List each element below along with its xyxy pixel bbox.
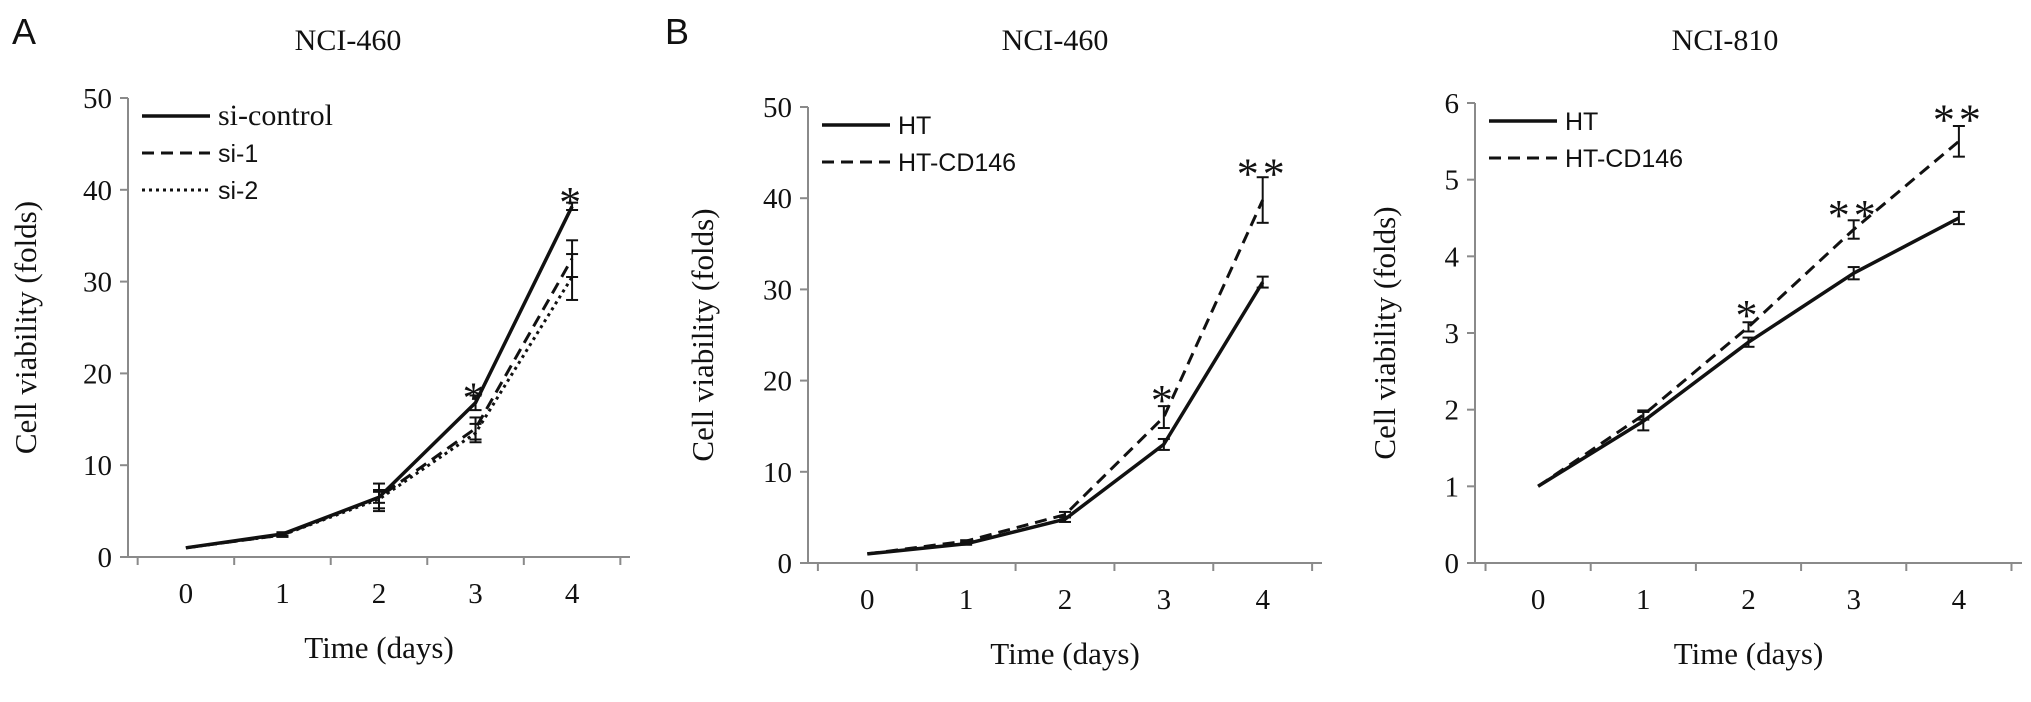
series-2	[185, 239, 579, 550]
legend-label: si-control	[218, 99, 333, 132]
x-tick-label: 3	[1846, 584, 1861, 616]
x-tick-label: 0	[179, 578, 194, 610]
y-tick-label: 30	[763, 274, 792, 306]
x-tick-label: 0	[860, 584, 875, 616]
series-3	[185, 253, 579, 550]
x-tick-label: 0	[1531, 584, 1546, 616]
significance-marker: **	[1828, 191, 1880, 240]
significance-marker: *	[559, 178, 585, 227]
x-tick-label: 4	[565, 578, 580, 610]
chart-panel-1: NCI-460 0 10 20 30 40 50 0 1 2 3 4 Time (days) Cell v…	[8, 24, 630, 665]
y-tick-label: 20	[763, 366, 792, 398]
chart-panel-3: NCI-810 0 1 2 3 4 5 6 0 1 2 3 4 Time (days) Cell viabi…	[1367, 24, 2022, 671]
significance-marker: *	[1736, 291, 1762, 340]
x-tick-label: 1	[275, 578, 290, 610]
y-tick-label: 0	[778, 548, 793, 580]
x-axis-label: Time (days)	[990, 636, 1140, 671]
chart-title: NCI-460	[1002, 24, 1109, 57]
y-tick-label: 4	[1445, 241, 1460, 273]
legend-label: HT	[898, 112, 931, 140]
legend-label: HT	[1565, 108, 1598, 136]
x-tick-label: 1	[959, 584, 974, 616]
x-tick-label: 2	[372, 578, 387, 610]
y-tick-label: 50	[763, 92, 792, 124]
legend: HT HT-CD146	[1489, 108, 1683, 173]
y-tick-label: 40	[763, 183, 792, 215]
legend-label: si-2	[218, 177, 258, 205]
chart-panel-2: NCI-460 0 10 20 30 40 50 0 1 2 3 4 Time (days) Cell v…	[685, 24, 1322, 671]
x-tick-label: 4	[1255, 584, 1270, 616]
y-tick-label: 3	[1445, 318, 1460, 350]
legend: HT HT-CD146	[822, 112, 1016, 177]
y-axis-label: Cell viability (folds)	[685, 208, 720, 461]
x-tick-label: 2	[1741, 584, 1756, 616]
chart-title: NCI-460	[295, 24, 402, 57]
series-line-si-2	[185, 276, 574, 550]
series-line-ht-cd146	[1537, 140, 1960, 488]
significance-marker: *	[1151, 376, 1177, 425]
series-2	[1537, 125, 1965, 488]
x-tick-label: 1	[1636, 584, 1651, 616]
x-tick-label: 3	[468, 578, 483, 610]
legend-label: HT-CD146	[1565, 145, 1683, 173]
x-axis-label: Time (days)	[1674, 636, 1824, 671]
significance-marker: *	[463, 373, 489, 422]
series-line-ht-cd146	[867, 199, 1265, 556]
y-axis-label: Cell viability (folds)	[8, 201, 43, 454]
series-2	[867, 176, 1269, 556]
y-tick-label: 5	[1445, 165, 1460, 197]
significance-marker: **	[1237, 150, 1289, 199]
y-tick-label: 30	[83, 267, 112, 299]
y-tick-label: 40	[83, 175, 112, 207]
legend: si-control si-1 si-2	[142, 99, 333, 205]
series-1	[1537, 210, 1965, 488]
series-line-ht	[867, 281, 1265, 556]
y-tick-label: 1	[1445, 471, 1460, 503]
x-axis-label: Time (days)	[304, 630, 454, 665]
y-tick-label: 0	[1445, 548, 1460, 580]
panel-letter-a: A	[12, 11, 36, 52]
y-tick-label: 10	[83, 450, 112, 482]
significance-marker: **	[1933, 95, 1985, 144]
y-tick-label: 20	[83, 358, 112, 390]
x-tick-label: 3	[1157, 584, 1172, 616]
y-tick-label: 0	[98, 542, 113, 574]
x-tick-label: 4	[1952, 584, 1967, 616]
y-tick-label: 50	[83, 83, 112, 115]
chart-title: NCI-810	[1672, 24, 1779, 57]
panel-letter-b: B	[665, 11, 689, 52]
legend-label: HT-CD146	[898, 149, 1016, 177]
legend-label: si-1	[218, 140, 258, 168]
y-tick-label: 2	[1445, 395, 1460, 427]
series-line-ht	[1537, 216, 1960, 488]
y-tick-label: 6	[1445, 88, 1460, 120]
y-tick-label: 10	[763, 457, 792, 489]
x-tick-label: 2	[1058, 584, 1073, 616]
y-axis-label: Cell viability (folds)	[1367, 206, 1402, 459]
